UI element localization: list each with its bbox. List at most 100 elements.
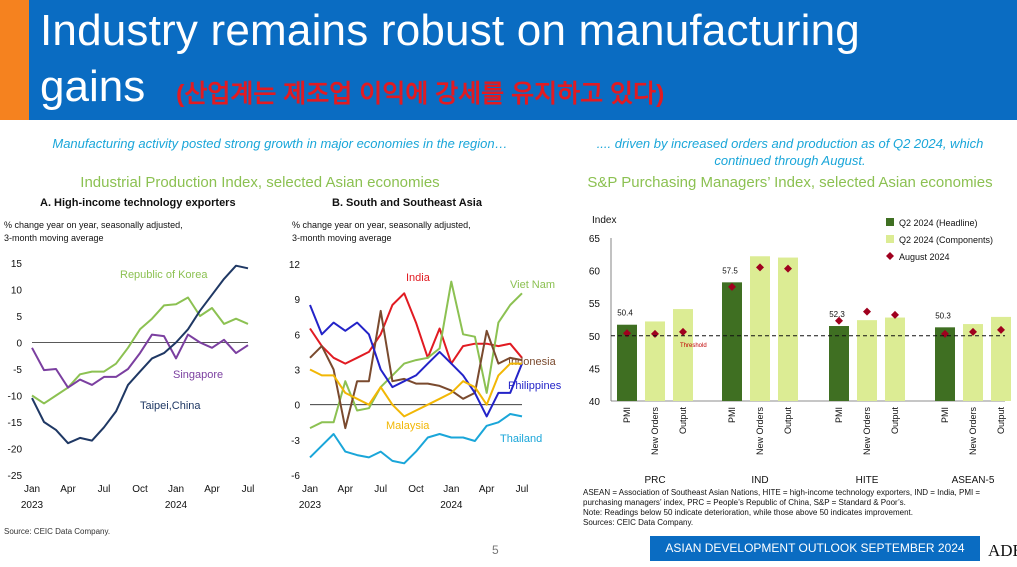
x-tick-label: Jul <box>374 484 387 495</box>
adb-logo: ADB <box>988 541 1017 560</box>
series-label: Indonesia <box>508 356 557 368</box>
marker-august <box>756 263 764 272</box>
chart-title: A. High-income technology exporters <box>40 197 236 209</box>
bar-q2 <box>750 256 770 401</box>
marker-august <box>784 264 792 273</box>
header-accent-bar <box>0 0 29 120</box>
y-tick-label: 50 <box>589 332 601 343</box>
y-tick-label: 12 <box>289 260 301 271</box>
bar-q2 <box>829 326 849 401</box>
notes-sources: Sources: CEIC Data Company. <box>583 518 694 527</box>
y-tick-label: 10 <box>11 286 23 297</box>
legend-swatch <box>886 218 894 226</box>
x-tick-year: 2024 <box>440 500 463 511</box>
x-tick-label: Jan <box>168 484 184 495</box>
data-label: 52.3 <box>829 310 845 319</box>
chart-high-income-tech-exporters: A. High-income technology exporters % cha… <box>4 197 255 511</box>
x-tick-label: Output <box>996 407 1006 435</box>
marker-august <box>679 327 687 336</box>
y-tick-label: 45 <box>589 364 601 375</box>
y-tick-label: 9 <box>294 295 300 306</box>
y-tick-label: 0 <box>294 401 300 412</box>
page-title-line2: gains <box>40 62 146 111</box>
series-line-india <box>309 292 523 365</box>
y-axis-label: Index <box>592 215 616 226</box>
y-tick-label: 5 <box>16 312 22 323</box>
x-tick-label: Apr <box>60 484 76 495</box>
data-label: 57.5 <box>722 266 738 275</box>
marker-august <box>891 310 899 319</box>
data-label: 50.3 <box>935 311 951 320</box>
y-tick-label: -3 <box>291 436 300 447</box>
y-tick-label: -20 <box>8 445 23 456</box>
series-label: Taipei,China <box>140 400 201 412</box>
footer-banner: ASIAN DEVELOPMENT OUTLOOK SEPTEMBER 2024 <box>650 536 980 561</box>
y-axis-label-cont: 3-month moving average <box>292 233 392 243</box>
series-label: Singapore <box>173 369 223 381</box>
x-tick-year: 2023 <box>21 500 44 511</box>
x-tick-label: New Orders <box>968 407 978 456</box>
x-tick-label: New Orders <box>862 407 872 456</box>
left-subtitle: Manufacturing activity posted strong gro… <box>52 136 508 151</box>
series-label: Philippines <box>508 380 562 392</box>
legend-swatch <box>886 235 894 243</box>
y-axis-label: % change year on year, seasonally adjust… <box>4 220 183 230</box>
series-line-malaysia <box>309 362 522 418</box>
bar-q2 <box>673 309 693 401</box>
pmi-notes: ASEAN = Association of Southeast Asian N… <box>583 488 1008 528</box>
y-tick-label: 3 <box>294 366 300 377</box>
x-tick-label: Jan <box>302 484 318 495</box>
x-tick-label: Output <box>890 407 900 435</box>
group-label: PRC <box>644 475 665 486</box>
y-tick-label: -15 <box>8 418 23 429</box>
page-title-line1: Industry remains robust on manufacturing <box>40 6 860 55</box>
marker-august <box>728 282 736 291</box>
legend-swatch <box>886 252 894 260</box>
threshold-label: Threshold <box>680 343 707 349</box>
right-chart-title: S&P Purchasing Managers’ Index, selected… <box>587 174 993 191</box>
legend-label: Q2 2024 (Components) <box>899 235 993 245</box>
x-tick-label: New Orders <box>755 407 765 456</box>
group-label: HITE <box>856 475 879 486</box>
y-axis-label: % change year on year, seasonally adjust… <box>292 220 471 230</box>
y-tick-label: 15 <box>11 259 23 270</box>
left-chart-title: Industrial Production Index, selected As… <box>80 174 440 191</box>
y-tick-label: -5 <box>13 365 22 376</box>
marker-august <box>623 329 631 338</box>
series-line-thailand <box>309 413 523 465</box>
x-tick-label: Jan <box>24 484 40 495</box>
bar-q2 <box>857 320 877 401</box>
group-label: ASEAN-5 <box>952 475 995 486</box>
y-tick-label: 40 <box>589 397 601 408</box>
series-line-singapore <box>31 333 249 389</box>
y-tick-label: -6 <box>291 471 300 482</box>
bar-q2 <box>645 321 665 401</box>
x-tick-label: Output <box>678 407 688 435</box>
x-tick-label: Apr <box>479 484 495 495</box>
marker-august <box>863 307 871 316</box>
x-tick-label: Jul <box>516 484 529 495</box>
x-tick-label: Jan <box>443 484 459 495</box>
x-tick-label: New Orders <box>650 407 660 456</box>
y-tick-label: 6 <box>294 330 300 341</box>
y-tick-label: 55 <box>589 299 601 310</box>
marker-august <box>835 316 843 325</box>
y-axis-label-cont: 3-month moving average <box>4 233 104 243</box>
bar-q2 <box>935 327 955 401</box>
series-line-taipei-china <box>31 264 249 445</box>
series-label: Thailand <box>500 433 542 445</box>
marker-august <box>997 325 1005 334</box>
notes-threshold: Note: Readings below 50 indicate deterio… <box>583 508 913 517</box>
x-tick-label: Jul <box>242 484 255 495</box>
header: Industry remains robust on manufacturing… <box>0 0 1017 122</box>
x-tick-label: PMI <box>727 407 737 423</box>
x-tick-label: Apr <box>204 484 220 495</box>
data-label: 50.4 <box>617 309 633 318</box>
series-line-indonesia <box>309 309 523 430</box>
x-tick-label: PMI <box>622 407 632 423</box>
series-label: Malaysia <box>386 420 430 432</box>
right-subtitle: .... driven by increased orders and prod… <box>596 136 984 168</box>
header-banner <box>29 0 1017 120</box>
x-tick-label: PMI <box>834 407 844 423</box>
series-label: India <box>406 272 431 284</box>
